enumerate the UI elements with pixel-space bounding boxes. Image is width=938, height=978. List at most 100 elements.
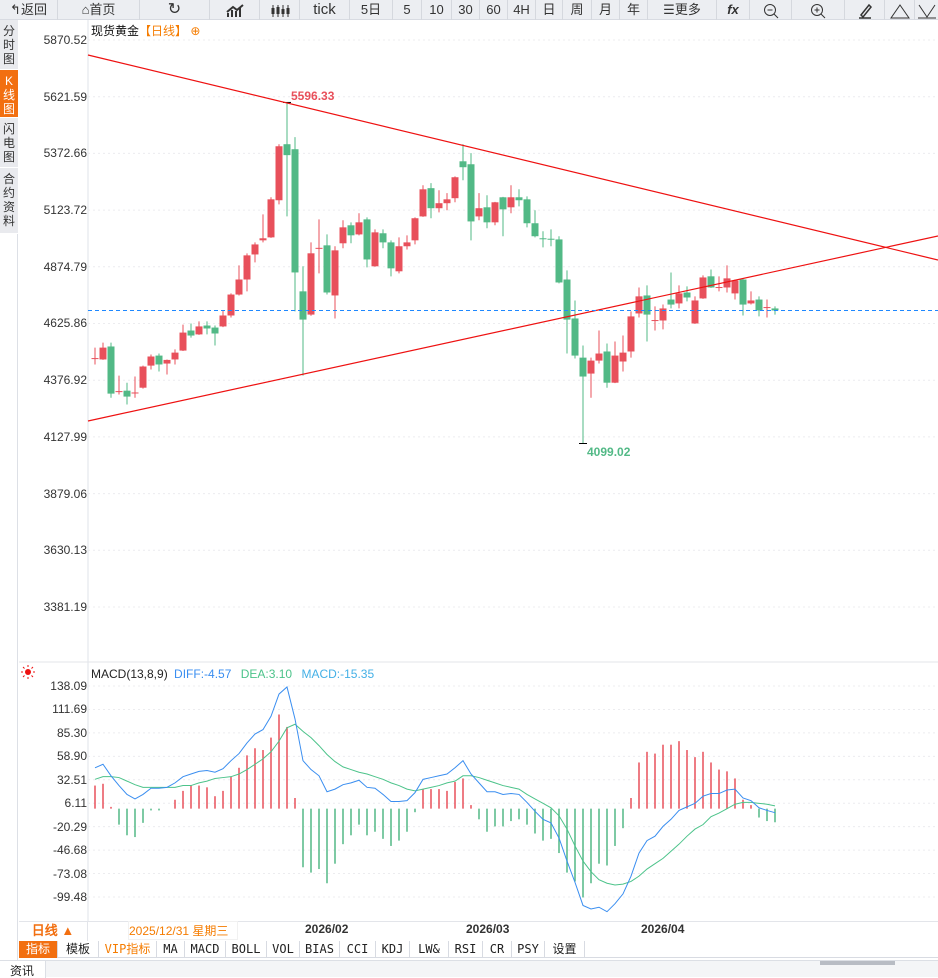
period-10-button[interactable]: 10: [422, 0, 452, 20]
tab-settings[interactable]: 设置: [545, 941, 585, 958]
candle[interactable]: [523, 196, 531, 228]
candle[interactable]: [171, 349, 179, 365]
candle[interactable]: [515, 189, 523, 207]
candle[interactable]: [731, 279, 739, 300]
candle[interactable]: [443, 193, 451, 211]
candle[interactable]: [683, 286, 691, 302]
tab-ma[interactable]: MA: [157, 941, 185, 958]
period-dropdown[interactable]: 日线 ▲: [19, 921, 88, 941]
candle[interactable]: [747, 291, 755, 305]
sidebar-item-timeshare[interactable]: 分时图: [0, 20, 18, 70]
candle[interactable]: [419, 185, 427, 217]
candle[interactable]: [379, 229, 387, 249]
candle[interactable]: [571, 300, 579, 359]
candle[interactable]: [723, 265, 731, 293]
candle[interactable]: [555, 236, 563, 284]
candle[interactable]: [371, 229, 379, 267]
tab-cci[interactable]: CCI: [340, 941, 376, 958]
period-year-button[interactable]: 年: [620, 0, 648, 20]
candle[interactable]: [459, 144, 467, 181]
candle[interactable]: [579, 345, 587, 444]
scrollbar-thumb[interactable]: [820, 961, 895, 965]
tab-news[interactable]: 资讯: [0, 961, 46, 978]
candle[interactable]: [739, 278, 747, 316]
candle[interactable]: [267, 197, 275, 238]
candle[interactable]: [763, 299, 771, 318]
candle[interactable]: [179, 324, 187, 352]
candle[interactable]: [323, 234, 331, 295]
candle[interactable]: [635, 287, 643, 318]
tab-cr[interactable]: CR: [483, 941, 512, 958]
period-day-button[interactable]: 日: [536, 0, 563, 20]
tab-vol[interactable]: VOL: [267, 941, 300, 958]
candle[interactable]: [211, 325, 219, 346]
candle[interactable]: [115, 375, 123, 395]
candle[interactable]: [243, 253, 251, 292]
candle[interactable]: [259, 214, 267, 243]
candle[interactable]: [539, 231, 547, 248]
sidebar-item-kline[interactable]: K线图: [0, 70, 18, 118]
tab-macd[interactable]: MACD: [185, 941, 226, 958]
period-60-button[interactable]: 60: [480, 0, 508, 20]
candle[interactable]: [427, 183, 435, 219]
back-button[interactable]: ↰返回: [0, 0, 58, 20]
candle[interactable]: [547, 229, 555, 247]
tab-lw[interactable]: LW&: [410, 941, 449, 958]
candle[interactable]: [131, 376, 139, 398]
candle[interactable]: [363, 217, 371, 268]
five-day-button[interactable]: 5日: [350, 0, 393, 20]
tab-rsi[interactable]: RSI: [449, 941, 483, 958]
candle[interactable]: [499, 196, 507, 237]
candle[interactable]: [251, 242, 259, 263]
add-indicator-icon[interactable]: ⊕: [190, 24, 201, 38]
macd-settings-icon[interactable]: [21, 665, 35, 679]
candle[interactable]: [603, 343, 611, 388]
candle[interactable]: [587, 357, 595, 398]
sidebar-item-flash[interactable]: 闪电图: [0, 118, 18, 168]
candle[interactable]: [299, 266, 307, 376]
candle[interactable]: [155, 353, 163, 372]
candle[interactable]: [339, 220, 347, 249]
tab-indicators[interactable]: 指标: [19, 941, 58, 958]
shape-down-button[interactable]: [915, 0, 938, 20]
candle[interactable]: [435, 190, 443, 213]
candle[interactable]: [275, 144, 283, 205]
candle[interactable]: [99, 342, 107, 360]
candle[interactable]: [283, 102, 291, 217]
candle[interactable]: [451, 176, 459, 203]
candle[interactable]: [227, 293, 235, 318]
refresh-button[interactable]: ↻: [140, 0, 210, 20]
candle-style-button[interactable]: [260, 0, 300, 20]
tab-bias[interactable]: BIAS: [300, 941, 340, 958]
period-30-button[interactable]: 30: [452, 0, 480, 20]
tick-button[interactable]: tick: [300, 0, 350, 20]
candle[interactable]: [331, 246, 339, 319]
candle[interactable]: [627, 311, 635, 358]
tab-psy[interactable]: PSY: [512, 941, 545, 958]
candle[interactable]: [315, 219, 323, 274]
candle[interactable]: [467, 153, 475, 241]
candle[interactable]: [491, 201, 499, 226]
candle[interactable]: [411, 217, 419, 245]
candle[interactable]: [291, 137, 299, 312]
sidebar-item-contract[interactable]: 合约资料: [0, 168, 18, 234]
period-week-button[interactable]: 周: [563, 0, 592, 20]
candle[interactable]: [187, 323, 195, 338]
candle[interactable]: [163, 359, 171, 375]
candle[interactable]: [107, 342, 115, 398]
candle[interactable]: [475, 193, 483, 221]
candle[interactable]: [563, 270, 571, 354]
candle[interactable]: [123, 382, 131, 405]
candle[interactable]: [483, 195, 491, 229]
candle[interactable]: [219, 310, 227, 328]
period-5-button[interactable]: 5: [393, 0, 422, 20]
candle[interactable]: [139, 365, 147, 389]
candle[interactable]: [307, 242, 315, 316]
trendline-lower[interactable]: [87, 235, 938, 422]
candle[interactable]: [659, 304, 667, 330]
draw-button[interactable]: [845, 0, 885, 20]
candle[interactable]: [643, 285, 651, 342]
period-4h-button[interactable]: 4H: [508, 0, 536, 20]
candle[interactable]: [203, 321, 211, 335]
